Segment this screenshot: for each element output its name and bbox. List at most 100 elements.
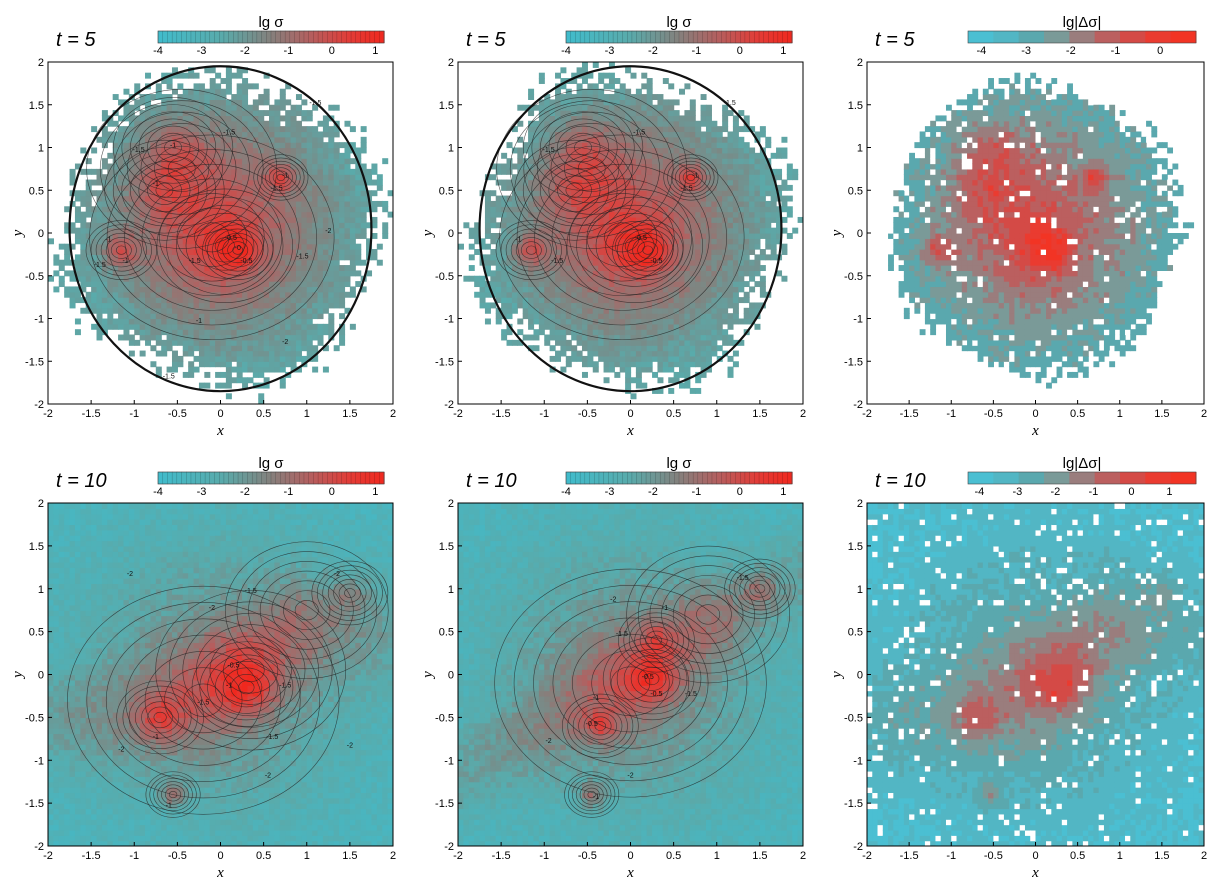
heatmap-cell [635, 184, 642, 191]
heatmap-cell [555, 152, 562, 159]
heatmap-cell [668, 387, 675, 394]
heatmap-cell [80, 254, 87, 261]
heatmap-cell [679, 259, 686, 266]
heatmap-cell [517, 329, 524, 336]
heatmap-cell [220, 142, 227, 149]
heatmap-cell [581, 334, 588, 341]
heatmap-cell [290, 334, 297, 341]
heatmap-cell [360, 147, 367, 154]
heatmap-cell [295, 195, 302, 202]
heatmap-cell [306, 302, 313, 309]
heatmap-cell [177, 200, 184, 207]
heatmap-cell [295, 307, 302, 314]
heatmap-cell [684, 270, 691, 277]
heatmap-cell [716, 168, 723, 175]
heatmap-cell [301, 313, 308, 320]
heatmap-cell [258, 398, 265, 404]
heatmap-cell [603, 195, 610, 202]
heatmap-cell [679, 275, 686, 282]
heatmap-cell [118, 174, 125, 181]
heatmap-cell [242, 366, 249, 373]
heatmap-cell [225, 136, 232, 143]
heatmap-cell [587, 126, 594, 133]
heatmap-cell [689, 323, 696, 330]
heatmap-cell [517, 206, 524, 213]
heatmap-cell [134, 313, 141, 320]
heatmap-cell [581, 345, 588, 352]
heatmap-cell [673, 211, 680, 218]
heatmap-cell [317, 190, 324, 197]
heatmap-cell [560, 334, 567, 341]
heatmap-cell [220, 206, 227, 213]
heatmap-cell [560, 78, 567, 84]
heatmap-cell [501, 275, 508, 282]
heatmap-cell [619, 286, 626, 293]
heatmap-cell [231, 94, 238, 100]
heatmap-cell [312, 307, 319, 314]
heatmap-cell [198, 302, 205, 309]
heatmap-cell [349, 270, 356, 277]
heatmap-cell [538, 174, 545, 181]
heatmap-cell [501, 334, 508, 341]
heatmap-cell [662, 216, 669, 223]
heatmap-cell [339, 302, 346, 309]
heatmap-cell [576, 334, 583, 341]
heatmap-cell [150, 329, 157, 336]
heatmap-cell [533, 174, 540, 181]
heatmap-cell [285, 339, 292, 346]
heatmap-cell [193, 281, 200, 288]
heatmap-cell [576, 131, 583, 138]
heatmap-cell [215, 345, 222, 352]
heatmap-cell [689, 281, 696, 288]
heatmap-cell [652, 286, 659, 293]
heatmap-cell [684, 318, 691, 325]
heatmap-field [48, 65, 393, 404]
heatmap-cell [128, 163, 135, 170]
heatmap-cell [684, 361, 691, 368]
heatmap-cell [538, 152, 545, 159]
heatmap-cell [258, 270, 265, 277]
heatmap-cell [101, 323, 108, 330]
heatmap-cell [635, 136, 642, 143]
heatmap-cell [188, 275, 195, 282]
heatmap-cell [204, 291, 211, 298]
heatmap-cell [560, 131, 567, 138]
heatmap-cell [242, 131, 249, 138]
heatmap-cell [322, 238, 329, 245]
heatmap-cell [662, 243, 669, 250]
heatmap-cell [339, 168, 346, 175]
heatmap-cell [668, 206, 675, 213]
heatmap-cell [188, 110, 195, 117]
heatmap-cell [538, 179, 545, 186]
heatmap-cell [689, 104, 696, 111]
heatmap-cell [657, 355, 664, 362]
heatmap-cell [306, 142, 313, 149]
heatmap-cell [695, 179, 702, 186]
colorbar-segment [266, 30, 272, 44]
heatmap-cell [646, 179, 653, 186]
heatmap-cell [69, 297, 76, 304]
contour-label: -1 [105, 237, 111, 244]
heatmap-cell [263, 152, 270, 159]
heatmap-cell [673, 233, 680, 239]
heatmap-cell [279, 377, 286, 384]
heatmap-cell [80, 243, 87, 250]
heatmap-cell [646, 83, 653, 90]
heatmap-cell [727, 238, 734, 245]
heatmap-cell [382, 206, 389, 213]
heatmap-cell [204, 131, 211, 138]
heatmap-cell [598, 249, 605, 255]
heatmap-cell [295, 334, 302, 341]
heatmap-cell [732, 339, 739, 346]
heatmap-cell [608, 190, 615, 197]
heatmap-cell [123, 104, 130, 111]
heatmap-cell [182, 233, 189, 239]
heatmap-cell [608, 366, 615, 373]
heatmap-cell [209, 67, 216, 74]
heatmap-cell [646, 302, 653, 309]
heatmap-cell [252, 115, 259, 122]
heatmap-cell [635, 200, 642, 207]
heatmap-cell [732, 158, 739, 165]
heatmap-cell [668, 259, 675, 266]
heatmap-cell [560, 216, 567, 223]
